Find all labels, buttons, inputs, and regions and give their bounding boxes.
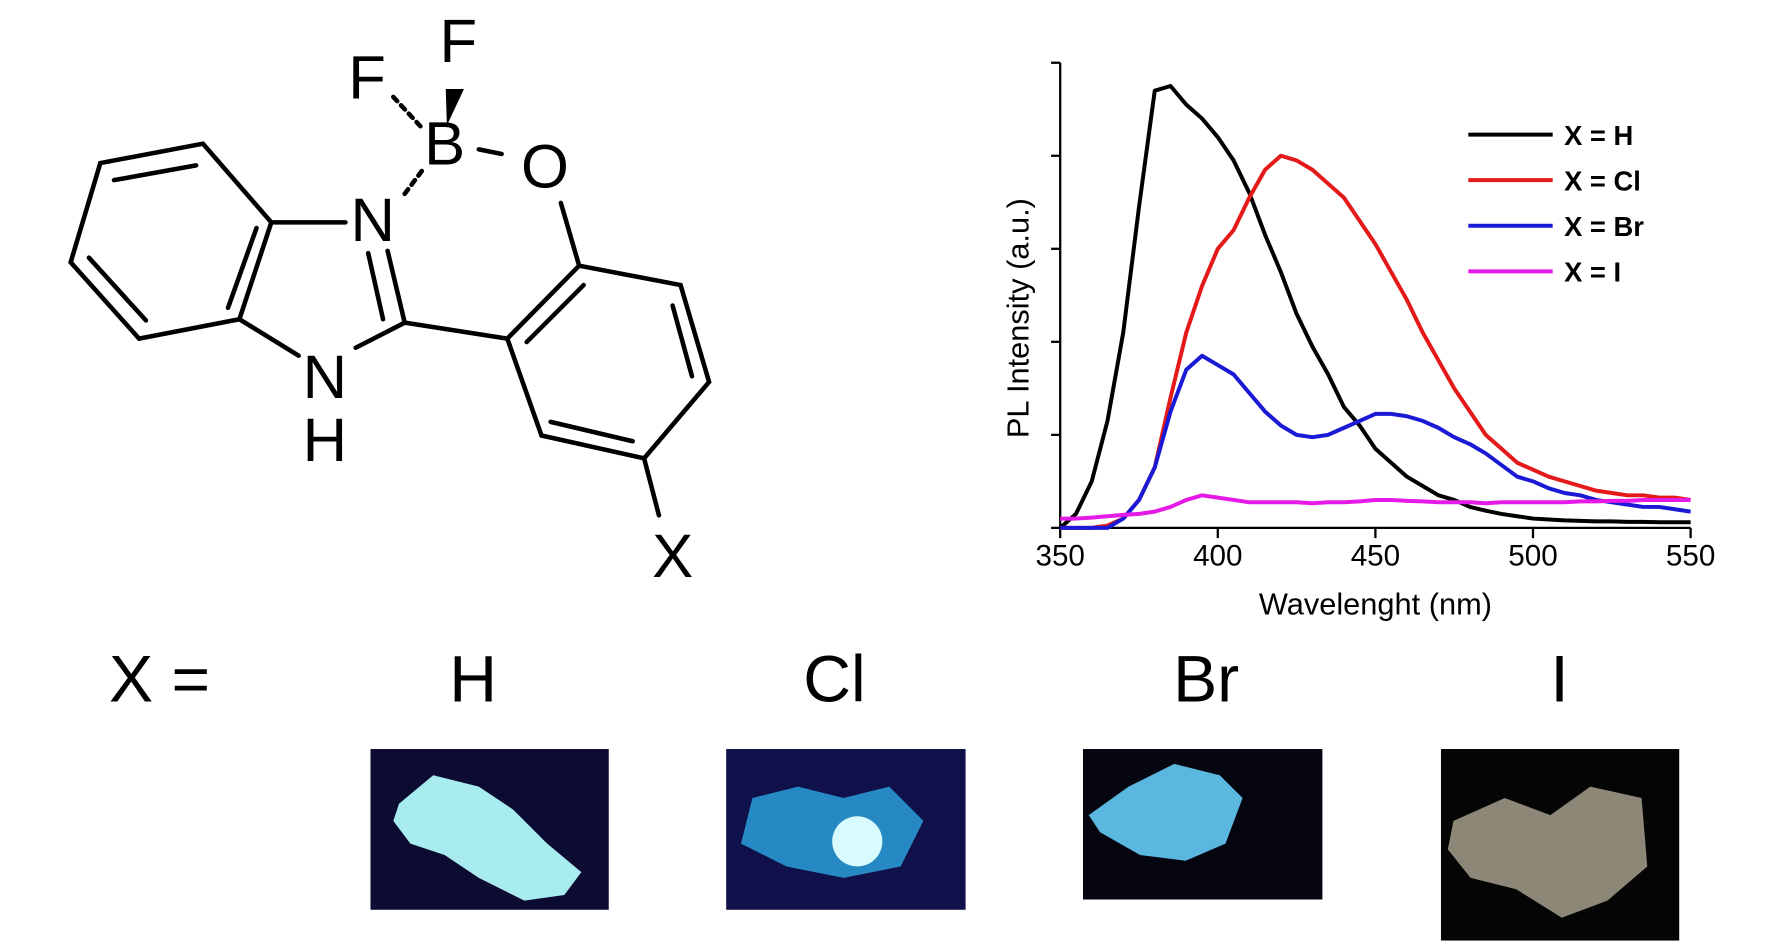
series-line	[1060, 493, 1691, 521]
atom-label: O	[521, 132, 569, 201]
series-line	[1060, 353, 1691, 530]
sample-name: Cl	[803, 643, 865, 717]
sample-label: X =	[109, 643, 210, 717]
series-line	[1058, 84, 1691, 530]
dative-bond	[399, 168, 425, 201]
crystal	[832, 816, 883, 867]
atom-label: N	[303, 343, 347, 412]
benzene-ring	[68, 141, 274, 342]
atom-label: F	[439, 7, 477, 76]
chart: 350 400 450 500 550 Wavelenght (nm) PL Intensi…	[1000, 61, 1715, 622]
double-bonds	[86, 163, 259, 323]
atom-label: H	[303, 406, 347, 475]
legend-label: X = I	[1564, 257, 1621, 288]
legend-label: X = H	[1564, 120, 1633, 151]
x-tick-label: 400	[1193, 539, 1242, 572]
x-tick-label: 350	[1035, 539, 1084, 572]
structure: F F B O N N H X	[68, 7, 712, 591]
crystal	[1088, 763, 1243, 861]
hashed-bond	[391, 94, 425, 131]
phenol-ring	[504, 263, 712, 461]
x-axis-label: Wavelenght (nm)	[1259, 587, 1492, 622]
sample-name: I	[1550, 643, 1568, 717]
x-tick-label: 500	[1508, 539, 1557, 572]
wedge-bond	[445, 88, 464, 126]
legend-label: X = Br	[1564, 211, 1644, 242]
x-tick-label: 450	[1351, 539, 1400, 572]
crystal	[393, 775, 582, 901]
double-bonds	[524, 282, 695, 444]
atom-label: N	[351, 186, 395, 255]
legend-label: X = Cl	[1564, 165, 1641, 196]
crystal	[1447, 786, 1648, 918]
atom-label: B	[424, 110, 465, 179]
samples: X = H Cl Br I	[109, 643, 1680, 941]
y-axis-label: PL Intensity (a.u.)	[1000, 198, 1035, 438]
imidazole-bonds	[237, 220, 510, 359]
atom-label: F	[348, 43, 386, 112]
series-line	[1060, 153, 1691, 530]
x-tick-label: 550	[1666, 539, 1715, 572]
sample-name: H	[449, 643, 497, 717]
atom-label: X	[652, 522, 693, 591]
sample-name: Br	[1173, 643, 1239, 717]
bonds	[476, 147, 662, 518]
